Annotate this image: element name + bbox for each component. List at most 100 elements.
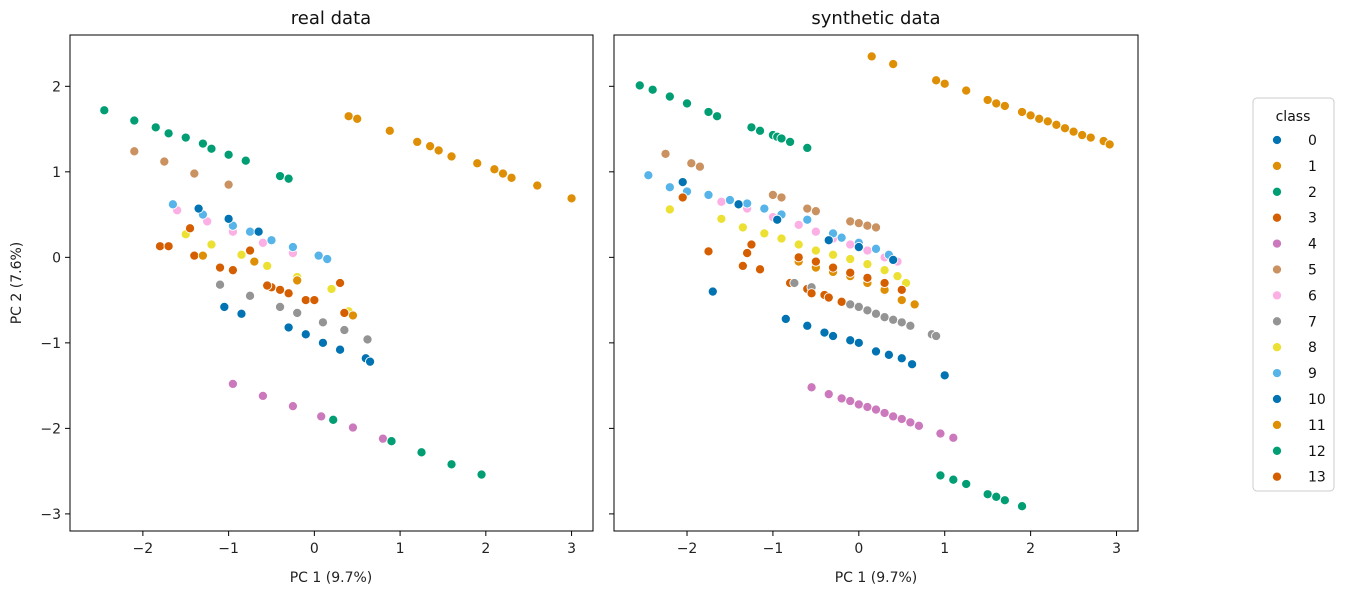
data-point-class-13: [703, 246, 714, 257]
data-point-class-1: [1051, 119, 1062, 130]
data-point-class-0: [335, 344, 346, 355]
data-point-class-0: [827, 330, 839, 342]
data-point-class-6: [845, 239, 856, 250]
data-point-class-7: [214, 279, 226, 290]
data-point-class-0: [907, 359, 918, 370]
data-point-class-5: [767, 189, 778, 200]
legend-marker: [1271, 290, 1283, 301]
y-axis-label: PC 2 (7.6%): [9, 242, 25, 325]
data-point-class-9: [643, 170, 654, 181]
data-point-class-1: [1016, 106, 1028, 118]
data-point-class-3: [836, 296, 847, 307]
data-point-class-8: [892, 271, 903, 282]
data-point-class-8: [716, 213, 727, 224]
data-point-class-9: [244, 226, 256, 237]
data-point-class-9: [836, 232, 847, 243]
data-point-class-3: [300, 295, 311, 306]
data-point-class-9: [322, 254, 333, 265]
data-point-class-1: [1085, 132, 1096, 143]
data-point-class-12: [991, 491, 1002, 502]
data-point-class-0: [780, 313, 791, 324]
legend-marker: [1271, 419, 1283, 430]
data-point-class-9: [167, 199, 178, 210]
data-point-class-13: [339, 307, 350, 318]
y-tick-label: −3: [40, 507, 61, 523]
data-point-class-13: [879, 277, 890, 289]
data-point-class-1: [412, 136, 423, 147]
legend-label: 2: [1308, 185, 1317, 201]
data-point-class-0: [283, 322, 294, 333]
legend-marker: [1271, 160, 1283, 171]
data-point-class-13: [754, 264, 766, 275]
data-point-class-5: [223, 179, 234, 190]
data-point-class-10: [772, 214, 783, 225]
data-point-class-7: [292, 307, 303, 318]
data-point-class-3: [335, 277, 346, 289]
x-tick-label: 1: [940, 541, 949, 557]
data-point-class-0: [853, 337, 864, 348]
data-point-class-4: [935, 428, 946, 439]
data-point-class-13: [845, 267, 856, 278]
data-point-class-0: [300, 329, 311, 340]
legend-label: 9: [1308, 366, 1317, 382]
data-point-class-8: [810, 245, 821, 256]
data-point-class-7: [317, 317, 328, 328]
data-point-class-4: [913, 420, 925, 431]
data-point-class-10: [823, 235, 834, 246]
data-point-class-1: [566, 193, 577, 204]
data-point-class-1: [1034, 113, 1045, 124]
data-point-class-12: [999, 495, 1010, 506]
data-point-class-2: [283, 173, 294, 184]
data-point-class-9: [266, 235, 277, 246]
data-point-class-7: [789, 277, 800, 289]
data-point-class-8: [236, 249, 247, 260]
data-point-class-4: [287, 401, 298, 412]
data-point-class-1: [1059, 123, 1071, 134]
data-point-class-4: [377, 433, 388, 444]
y-tick-label: −2: [40, 421, 61, 437]
x-tick-label: 1: [396, 541, 405, 557]
legend-marker: [1271, 471, 1283, 482]
plot-frame-real: [69, 34, 594, 532]
data-point-class-1: [1025, 110, 1036, 121]
data-point-class-13: [793, 252, 804, 263]
data-point-class-11: [909, 299, 920, 310]
data-point-class-0: [870, 346, 882, 357]
x-axis-label-synthetic: PC 1 (9.7%): [835, 570, 918, 586]
legend-label: 10: [1308, 392, 1326, 408]
data-point-class-2: [681, 98, 693, 109]
y-tick-label: 0: [52, 250, 61, 266]
data-point-class-0: [707, 286, 718, 297]
data-point-class-9: [742, 198, 753, 209]
data-point-class-4: [853, 399, 864, 410]
data-point-class-13: [806, 288, 817, 299]
data-point-class-11: [896, 295, 907, 306]
data-point-class-10: [236, 308, 247, 319]
data-point-class-2: [703, 106, 714, 118]
data-point-class-2: [712, 111, 723, 122]
data-point-class-10: [253, 226, 264, 237]
data-point-class-13: [827, 262, 839, 273]
data-point-class-9: [664, 182, 675, 193]
data-point-class-4: [227, 378, 238, 389]
data-point-class-5: [853, 218, 864, 229]
data-point-class-0: [819, 327, 830, 338]
data-point-class-5: [129, 146, 140, 157]
legend-label: 4: [1308, 237, 1317, 253]
legend-label: 11: [1308, 418, 1326, 434]
data-point-class-2: [785, 136, 796, 147]
data-point-class-3: [189, 250, 200, 261]
data-point-class-12: [416, 447, 427, 458]
data-point-class-2: [647, 84, 658, 95]
data-point-class-13: [823, 292, 834, 303]
x-tick-label: −1: [763, 541, 784, 557]
data-point-class-0: [317, 337, 328, 348]
data-point-class-13: [677, 192, 688, 203]
data-point-class-13: [309, 295, 320, 306]
data-point-class-6: [810, 226, 821, 237]
data-point-class-8: [759, 228, 770, 239]
data-point-class-13: [227, 265, 238, 276]
data-point-class-2: [129, 115, 140, 126]
data-point-class-2: [754, 125, 766, 136]
data-point-class-6: [257, 237, 268, 248]
